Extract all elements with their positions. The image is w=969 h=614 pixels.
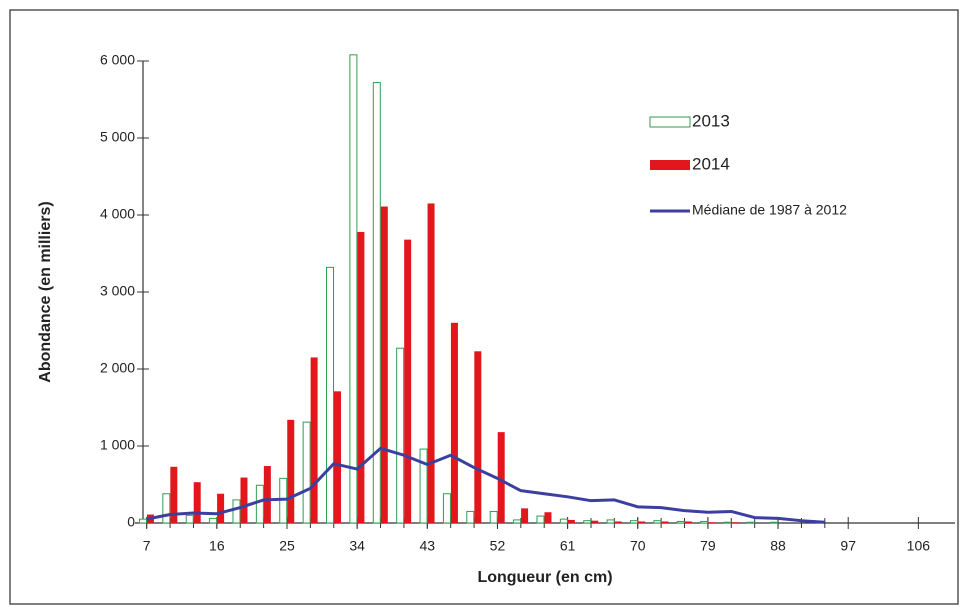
bar [287, 419, 295, 523]
y-tick-label: 2 000 [100, 360, 135, 376]
bar [770, 521, 779, 524]
bar [708, 522, 716, 523]
x-tick-label: 106 [907, 538, 931, 554]
y-axis-title: Abondance (en milliers) [37, 201, 54, 382]
bar [559, 518, 568, 524]
bar [653, 520, 662, 524]
chart-frame [9, 9, 959, 605]
bar [536, 515, 545, 524]
y-tick-label: 6 000 [100, 52, 135, 68]
bar [372, 82, 381, 524]
bar [661, 521, 669, 523]
x-axis-title: Longueur (en cm) [477, 569, 612, 586]
bar [302, 421, 311, 524]
bar [240, 477, 248, 523]
x-tick-label: 7 [143, 538, 151, 554]
x-tick-label: 70 [630, 538, 646, 554]
bar [349, 54, 358, 524]
x-tick-label: 34 [349, 538, 365, 554]
y-tick-label: 3 000 [100, 283, 135, 299]
bar [442, 493, 451, 524]
bar [404, 239, 412, 523]
legend-swatch [650, 160, 690, 170]
bar [185, 514, 194, 524]
bar [450, 322, 458, 523]
bar [357, 231, 365, 523]
median-line [146, 446, 825, 524]
bar [255, 484, 264, 524]
x-tick-label: 97 [840, 538, 856, 554]
x-tick-label: 79 [700, 538, 716, 554]
legend-label: 2014 [692, 154, 730, 173]
bar [638, 521, 646, 523]
bar [606, 519, 615, 524]
bar [427, 203, 435, 523]
bar [380, 206, 388, 523]
y-tick-label: 1 000 [100, 437, 135, 453]
bar [334, 391, 342, 523]
bar [162, 493, 171, 524]
bar [614, 521, 622, 523]
bar [583, 520, 592, 524]
x-tick-label: 16 [209, 538, 225, 554]
bar [474, 351, 482, 523]
bar [731, 522, 739, 523]
legend-swatch [649, 116, 691, 128]
bar [521, 508, 529, 523]
y-tick-label: 4 000 [100, 206, 135, 222]
bar [326, 266, 335, 524]
legend-label: 2013 [692, 111, 730, 130]
bar [684, 521, 692, 523]
bar [217, 493, 225, 523]
bar [591, 520, 599, 523]
bar [700, 520, 709, 524]
y-tick-label: 5 000 [100, 129, 135, 145]
bar [544, 512, 552, 523]
bar [676, 520, 685, 524]
bar [193, 482, 201, 523]
bar [513, 519, 522, 524]
bar [489, 510, 498, 524]
legend-label: Médiane de 1987 à 2012 [692, 202, 847, 218]
bar [209, 517, 218, 524]
bar [138, 518, 147, 524]
x-tick-label: 25 [279, 538, 295, 554]
y-tick-label: 0 [127, 514, 135, 530]
x-tick-label: 43 [420, 538, 436, 554]
bar [170, 466, 178, 523]
bar [723, 521, 732, 524]
bar [396, 347, 405, 524]
bar [567, 519, 575, 523]
bar [310, 357, 318, 523]
bar [746, 521, 755, 524]
x-tick-label: 61 [560, 538, 576, 554]
bar [466, 510, 475, 524]
bar [232, 499, 241, 524]
x-tick-label: 88 [770, 538, 786, 554]
bar [497, 432, 505, 523]
bar [630, 520, 639, 524]
bar [263, 466, 271, 523]
x-tick-label: 52 [490, 538, 506, 554]
bar [419, 448, 428, 524]
